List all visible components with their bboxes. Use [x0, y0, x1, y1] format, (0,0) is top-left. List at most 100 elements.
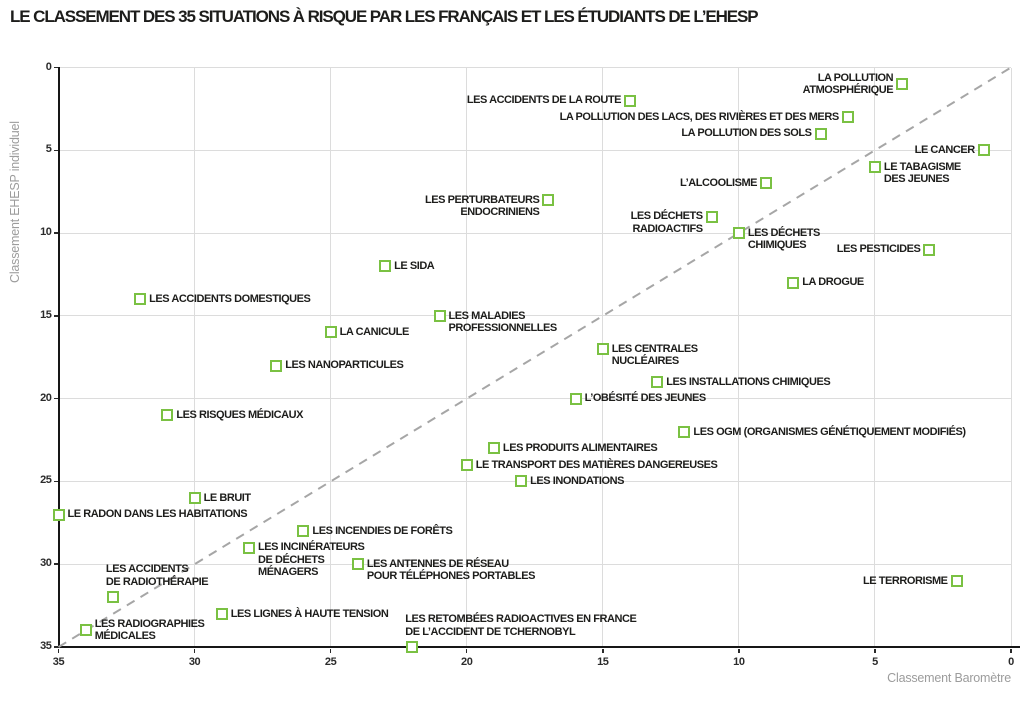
data-point-label-line: LE TABAGISME	[883, 160, 961, 173]
data-point-label-line: LE BRUIT	[203, 491, 252, 504]
data-point-label-line: LES ACCIDENTS	[105, 563, 189, 576]
gridline-horizontal	[58, 232, 1011, 234]
data-point-marker	[896, 78, 909, 91]
data-point-label: LE BRUIT	[203, 491, 252, 505]
data-point-marker	[460, 458, 473, 471]
data-point-label: LE CANCER	[915, 144, 976, 157]
chart-title: LE CLASSEMENT DES 35 SITUATIONS À RISQUE…	[10, 7, 759, 26]
data-point-label-line: LES RISQUES MÉDICAUX	[176, 408, 304, 421]
y-axis-tick	[54, 563, 58, 565]
data-point-label: LE TERRORISME	[863, 575, 948, 588]
data-point-marker	[596, 342, 609, 355]
data-point-label: LES LIGNES À HAUTE TENSION	[231, 608, 389, 621]
data-point-marker	[515, 475, 528, 488]
data-point-label: LA POLLUTION DES SOLS	[681, 127, 812, 140]
data-point-label-line: MÉDICALES	[94, 630, 156, 643]
data-point-label-line: DE RADIOTHÉRAPIE	[105, 575, 209, 588]
data-point-marker	[243, 541, 255, 554]
x-axis-tick-label: 5	[872, 656, 878, 668]
data-point-label: LA POLLUTION ATMOSPHÉRIQUE	[803, 72, 894, 97]
data-point-marker	[379, 260, 392, 273]
data-point-label-line: DE DÉCHETS	[258, 553, 325, 566]
y-axis-line	[57, 66, 60, 648]
data-point-label-line: LES CENTRALES	[611, 342, 698, 355]
x-axis-tick	[57, 648, 60, 653]
data-point-label: LES DÉCHETS CHIMIQUES	[747, 227, 821, 252]
x-axis-title: Classement Baromètre	[887, 671, 1011, 685]
x-axis-tick	[193, 648, 196, 653]
data-point-label-line: LES INONDATIONS	[530, 475, 625, 488]
x-axis-tick	[329, 648, 332, 653]
y-axis-tick-label: 35	[40, 640, 52, 652]
data-point-label: LES RISQUES MÉDICAUX	[176, 409, 303, 422]
data-point-label-line: MÉNAGERS	[258, 566, 318, 579]
data-point-label: LE SIDA	[394, 259, 435, 273]
data-point-marker	[433, 309, 446, 322]
data-point-marker	[188, 491, 201, 504]
data-point-marker	[134, 293, 147, 306]
x-axis-line	[57, 646, 1020, 648]
data-point-label-line: LES RETOMBÉES RADIOACTIVES EN FRANCE	[405, 613, 637, 625]
data-point-label-line: LES PRODUITS ALIMENTAIRES	[502, 442, 658, 455]
data-point-label: LES ACCIDENTS DE LA ROUTE	[467, 94, 622, 107]
gridline-vertical	[194, 67, 196, 647]
data-point-label-line: LES INCINÉRATEURS	[258, 541, 365, 554]
y-axis-tick-label: 0	[45, 60, 52, 73]
data-point-marker	[624, 94, 636, 107]
y-axis-tick	[54, 149, 58, 152]
data-point-label-line: LES OGM (ORGANISMES GÉNÉTIQUEMENT MODIFI…	[693, 425, 966, 438]
data-point-label: LA CANICULE	[339, 326, 410, 339]
data-point-label-line: LA DROGUE	[802, 276, 864, 289]
data-point-marker	[950, 574, 963, 587]
data-point-label-line: ENDOCRINIENS	[460, 206, 540, 219]
data-point-label: LES ACCIDENTS DE RADIOTHÉRAPIE	[105, 563, 209, 588]
y-axis-tick	[54, 66, 58, 69]
data-point-label: LES PERTURBATEURS ENDOCRINIENS	[425, 194, 540, 219]
y-axis-title: Classement EHESP individuel	[8, 121, 22, 283]
data-point-label: LES DÉCHETS RADIOACTIFS	[630, 210, 704, 235]
data-point-label: LES CENTRALES NUCLÉAIRES	[612, 343, 698, 368]
gridline-horizontal	[58, 398, 1011, 400]
gridline-horizontal	[58, 149, 1011, 151]
x-axis-tick	[1010, 648, 1012, 653]
data-point-label-line: LE SIDA	[394, 259, 435, 272]
y-axis-tick	[54, 480, 58, 483]
data-point-label: LES INCENDIES DE FORÊTS	[312, 525, 452, 538]
data-point-marker	[270, 359, 283, 372]
gridline-vertical	[874, 67, 876, 647]
data-point-label-line: LES ANTENNES DE RÉSEAU	[366, 557, 509, 570]
data-point-label: LES INONDATIONS	[530, 475, 624, 488]
y-axis-tick	[54, 397, 58, 400]
data-point-label-line: LES INCENDIES DE FORÊTS	[312, 524, 453, 537]
data-point-label: LES OGM (ORGANISMES GÉNÉTIQUEMENT MODIFI…	[693, 425, 966, 439]
data-point-label-line: L’OBÉSITÉ DES JEUNES	[584, 392, 707, 405]
x-axis-tick-label: 20	[460, 656, 473, 668]
data-point-marker	[324, 326, 337, 339]
data-point-label-line: LA POLLUTION	[817, 71, 894, 84]
x-axis-tick-label: 35	[52, 656, 65, 668]
data-point-label: LES ANTENNES DE RÉSEAU POUR TÉLÉPHONES PO…	[366, 557, 536, 583]
data-point-label: LE TRANSPORT DES MATIÈRES DANGEREUSES	[476, 459, 718, 472]
data-point-label: LES RADIOGRAPHIES MÉDICALES	[95, 618, 205, 643]
data-point-label-line: LES RADIOGRAPHIES	[94, 617, 205, 630]
gridline-vertical	[1010, 67, 1012, 647]
data-point-marker	[923, 243, 936, 256]
data-point-marker	[678, 425, 691, 438]
gridline-vertical	[738, 67, 740, 647]
data-point-label: LA POLLUTION DES LACS, DES RIVIÈRES ET D…	[560, 111, 840, 124]
data-point-label-line: LA CANICULE	[339, 326, 410, 339]
data-point-label: LES PRODUITS ALIMENTAIRES	[502, 442, 658, 455]
data-point-label: LES INCINÉRATEURS DE DÉCHETS MÉNAGERS	[258, 541, 365, 579]
data-point-label-line: CHIMIQUES	[747, 239, 807, 252]
data-point-label-line: LES LIGNES À HAUTE TENSION	[230, 607, 389, 620]
gridline-horizontal	[58, 67, 1011, 68]
data-point-label-line: ATMOSPHÉRIQUE	[802, 84, 894, 97]
data-point-label-line: LES DÉCHETS	[630, 210, 704, 223]
y-axis-tick-label: 30	[40, 557, 52, 570]
data-point-marker	[487, 442, 500, 455]
x-axis-tick-label: 15	[597, 656, 609, 668]
data-point-label-line: NUCLÉAIRES	[611, 355, 679, 368]
x-axis-tick-label: 10	[733, 656, 745, 668]
data-point-label: LES INSTALLATIONS CHIMIQUES	[666, 376, 831, 389]
